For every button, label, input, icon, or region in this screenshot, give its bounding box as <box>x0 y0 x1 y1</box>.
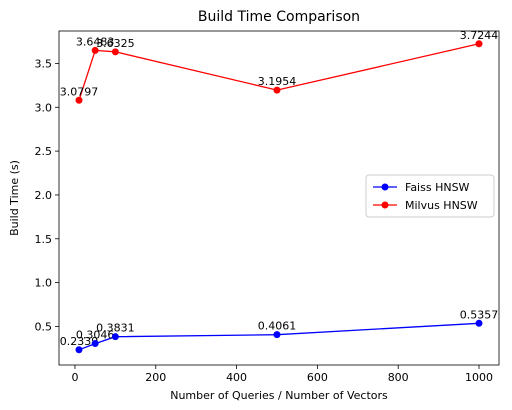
point-faiss-hnsw-100 <box>111 333 119 341</box>
x-tick-label-800: 800 <box>388 371 409 384</box>
point-faiss-hnsw-1000 <box>475 319 483 327</box>
x-tick-label-400: 400 <box>226 371 247 384</box>
legend-box <box>365 174 495 218</box>
y-tick-label-0: 0.5 <box>35 320 53 333</box>
data-label-milvus-hnsw-10: 3.0797 <box>60 85 99 98</box>
data-label-faiss-hnsw-500: 0.4061 <box>258 320 297 333</box>
y-tick-label-5: 3.0 <box>35 101 53 114</box>
data-label-milvus-hnsw-50: 3.6483 <box>76 35 115 48</box>
data-label-milvus-hnsw-1000: 3.7244 <box>460 29 499 42</box>
axis-ticks: 0 200 400 600 800 1000 0.5 1.0 1.5 2.0 2.5 3.0 3.5 <box>35 57 494 384</box>
y-tick-label-3: 2.0 <box>35 189 53 202</box>
point-milvus-hnsw-1000 <box>475 40 483 48</box>
data-label-milvus-hnsw-500: 3.1954 <box>258 75 297 88</box>
y-tick-label-6: 3.5 <box>35 57 53 70</box>
point-faiss-hnsw-10 <box>75 346 83 354</box>
legend-label-faiss-hnsw: Faiss HNSW <box>405 181 470 194</box>
data-label-faiss-hnsw-1000: 0.5357 <box>460 308 499 321</box>
x-tick-label-1000: 1000 <box>465 371 493 384</box>
legend-marker-milvus-hnsw <box>381 201 389 209</box>
legend-marker-faiss-hnsw <box>381 183 389 191</box>
y-tick-label-4: 2.5 <box>35 145 53 158</box>
point-faiss-hnsw-500 <box>273 331 281 339</box>
data-label-faiss-hnsw-10: 0.2339 <box>60 335 99 348</box>
point-milvus-hnsw-100 <box>111 48 119 56</box>
data-label-milvus-hnsw-100: 3.6325 <box>96 37 135 50</box>
data-label-faiss-hnsw-100: 0.3831 <box>96 322 135 335</box>
x-axis-label: Number of Queries / Number of Vectors <box>170 389 388 402</box>
y-tick-label-2: 1.5 <box>35 233 53 246</box>
point-milvus-hnsw-10 <box>75 96 83 104</box>
chart-title: Build Time Comparison <box>198 9 360 25</box>
y-tick-label-1: 1.0 <box>35 277 53 290</box>
point-milvus-hnsw-500 <box>273 86 281 94</box>
legend-label-milvus-hnsw: Milvus HNSW <box>405 199 478 212</box>
data-label-faiss-hnsw-50: 0.3046 <box>76 329 115 342</box>
point-milvus-hnsw-50 <box>91 46 99 54</box>
legend: Faiss HNSW Milvus HNSW <box>365 174 495 218</box>
x-tick-label-200: 200 <box>145 371 166 384</box>
x-tick-label-0: 0 <box>71 371 78 384</box>
point-faiss-hnsw-50 <box>91 340 99 348</box>
y-axis-label: Build Time (s) <box>8 160 21 236</box>
plot-area <box>58 30 500 366</box>
x-tick-label-600: 600 <box>307 371 328 384</box>
